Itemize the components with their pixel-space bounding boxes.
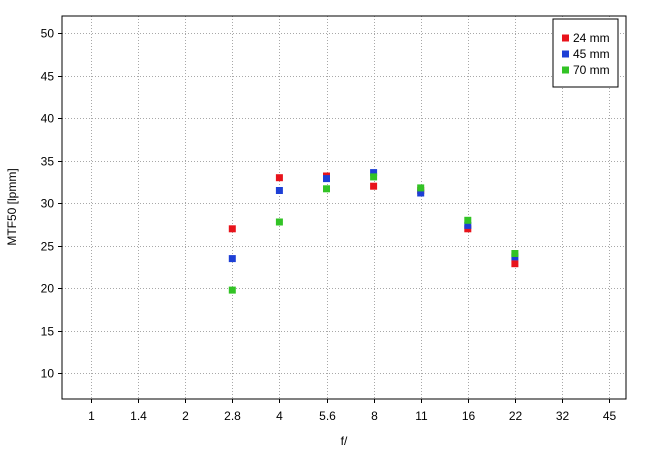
x-tick-label: 45 — [603, 409, 617, 423]
data-point — [228, 255, 236, 263]
data-point — [464, 221, 472, 229]
data-point — [323, 175, 330, 183]
data-point — [370, 182, 378, 190]
x-tick-label: 32 — [556, 409, 570, 423]
y-tick-label: 35 — [41, 155, 55, 169]
legend: 24 mm 45 mm 70 mm — [552, 18, 619, 88]
data-point — [275, 218, 283, 226]
data-point — [511, 250, 519, 257]
x-tick-label: 22 — [509, 409, 523, 423]
legend-label: 45 mm — [573, 47, 610, 61]
legend-swatch — [562, 50, 569, 58]
legend-swatch — [562, 34, 569, 42]
data-point — [323, 185, 330, 193]
plot-background — [62, 16, 626, 399]
data-point — [275, 187, 283, 194]
data-point — [511, 260, 519, 268]
x-axis-ticks: 1 1.4 2 2.8 4 5.6 8 11 16 22 32 45 — [88, 399, 616, 423]
y-axis-ticks: 10 15 20 25 30 35 40 45 50 — [41, 27, 62, 381]
x-tick-label: 2 — [182, 409, 189, 423]
y-axis-label: MTF50 [lpmm] — [5, 168, 19, 245]
data-point — [370, 169, 378, 177]
data-points — [228, 169, 519, 294]
data-point — [275, 174, 283, 182]
y-tick-label: 25 — [41, 240, 55, 254]
series-70-mm — [228, 173, 519, 294]
x-tick-label: 2.8 — [224, 409, 241, 423]
plot-frame — [61, 15, 627, 400]
legend-swatch — [562, 66, 569, 74]
legend-items: 24 mm 45 mm 70 mm — [562, 31, 610, 77]
legend-label: 70 mm — [573, 63, 610, 77]
x-tick-label: 8 — [371, 409, 378, 423]
data-point — [417, 189, 425, 197]
x-tick-label: 11 — [415, 409, 428, 423]
y-tick-label: 50 — [41, 27, 55, 41]
data-point — [228, 286, 236, 294]
data-point — [228, 225, 236, 233]
data-point — [370, 173, 378, 181]
y-tick-label: 40 — [41, 112, 55, 126]
y-tick-label: 15 — [41, 325, 55, 339]
x-tick-label: 5.6 — [319, 409, 336, 423]
x-tick-label: 4 — [276, 409, 283, 423]
y-tick-label: 20 — [41, 282, 55, 296]
x-axis-label: f/ — [341, 434, 348, 448]
x-tick-label: 16 — [462, 409, 476, 423]
data-point — [464, 216, 472, 224]
data-point — [417, 184, 425, 192]
x-tick-label: 1 — [88, 409, 95, 423]
legend-label: 24 mm — [573, 31, 610, 45]
y-tick-label: 30 — [41, 197, 55, 211]
x-tick-label: 1.4 — [130, 409, 147, 423]
y-tick-label: 10 — [41, 367, 55, 381]
y-tick-label: 45 — [41, 70, 55, 84]
